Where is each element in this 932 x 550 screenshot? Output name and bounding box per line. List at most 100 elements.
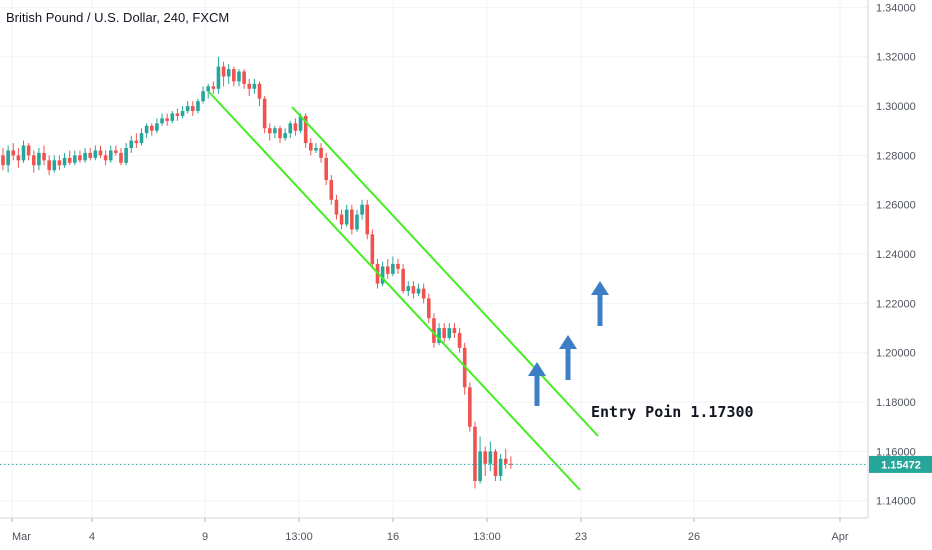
candle-body: [6, 150, 10, 166]
candle-body: [314, 148, 318, 151]
candle: [21, 140, 26, 163]
candle-body: [273, 128, 277, 134]
candle: [129, 135, 134, 153]
candle-body: [31, 155, 36, 166]
candle: [267, 123, 272, 141]
y-tick-label: 1.34000: [876, 2, 916, 14]
candle: [160, 113, 164, 126]
candle-body: [370, 234, 375, 264]
candle-body: [309, 143, 313, 151]
candle: [232, 66, 236, 87]
candle-body: [232, 69, 236, 82]
candle: [83, 148, 87, 163]
candle: [78, 150, 82, 163]
candle: [488, 441, 493, 472]
x-tick-label: 4: [89, 531, 95, 543]
candle-body: [144, 125, 149, 134]
candle-body: [129, 140, 134, 148]
candle-body: [385, 266, 390, 274]
x-tick-label: 23: [575, 531, 587, 543]
x-tick-label: 9: [202, 531, 208, 543]
candle-body: [396, 263, 400, 269]
candle: [226, 64, 231, 84]
candle: [478, 436, 482, 484]
candle: [103, 150, 108, 166]
candle: [88, 148, 93, 161]
candle: [416, 283, 421, 296]
candle: [237, 69, 241, 87]
arrow-shaft: [597, 293, 603, 326]
candle: [252, 78, 257, 94]
candle-body: [457, 333, 462, 348]
y-tick-label: 1.20000: [876, 348, 916, 360]
candle: [98, 145, 103, 158]
candle: [114, 145, 118, 156]
candle: [6, 145, 10, 173]
candle-body: [26, 145, 31, 156]
candle: [370, 229, 375, 269]
channel-lines: [208, 91, 599, 491]
candle: [242, 69, 246, 89]
candle: [442, 323, 446, 343]
candle-body: [242, 71, 246, 84]
x-tick-label: 13:00: [285, 531, 313, 543]
candle-body: [509, 463, 513, 465]
candle-body: [416, 288, 421, 294]
candle: [503, 448, 508, 469]
candle-body: [437, 328, 441, 343]
candle: [221, 61, 226, 87]
candle-body: [447, 328, 452, 338]
candle-body: [252, 83, 257, 89]
candle: [273, 125, 277, 139]
candle-body: [334, 199, 339, 215]
candle-body: [201, 91, 205, 102]
x-tick-label: Apr: [831, 531, 848, 543]
candle-body: [360, 204, 364, 215]
up-arrows: [528, 281, 609, 406]
candle: [42, 145, 46, 166]
candle-body: [406, 286, 411, 292]
candle: [411, 281, 416, 299]
candle: [309, 138, 313, 156]
candle: [344, 204, 349, 227]
candle-body: [503, 458, 508, 464]
candle-body: [247, 83, 252, 89]
candle: [483, 446, 488, 477]
arrow-head: [591, 281, 609, 295]
candle-body: [155, 123, 159, 131]
candle-body: [432, 318, 436, 343]
y-tick-label: 1.16000: [876, 446, 916, 458]
candle: [385, 259, 390, 279]
candle-body: [108, 150, 113, 161]
candle-body: [11, 150, 16, 156]
candle: [334, 194, 339, 220]
up-arrow-icon: [528, 362, 546, 406]
candle-body: [160, 118, 164, 124]
candle-body: [452, 328, 457, 333]
candle-body: [401, 268, 405, 292]
candle-body: [473, 426, 477, 481]
time-axis[interactable]: Mar 4 9 13:00 16 13:00 23 26 Apr: [11, 518, 849, 543]
y-tick-label: 1.22000: [876, 298, 916, 310]
candle-body: [293, 123, 298, 131]
y-tick-label: 1.18000: [876, 397, 916, 409]
candle: [493, 448, 498, 481]
candle-body: [283, 133, 287, 139]
candle: [314, 143, 318, 153]
candle: [380, 261, 385, 287]
candle-body: [421, 288, 426, 299]
price-axis[interactable]: 1.14000 1.16000 1.18000 1.20000 1.22000 1.240…: [876, 2, 916, 507]
candle-body: [139, 133, 144, 144]
candle: [401, 263, 405, 294]
candle: [319, 143, 323, 163]
candle-body: [124, 148, 128, 163]
candle-body: [221, 66, 226, 77]
candle: [67, 150, 72, 166]
arrow-shaft: [534, 374, 540, 406]
candle: [155, 118, 159, 134]
candle-body: [262, 98, 267, 129]
candle-body: [478, 451, 482, 481]
candle: [31, 150, 36, 173]
